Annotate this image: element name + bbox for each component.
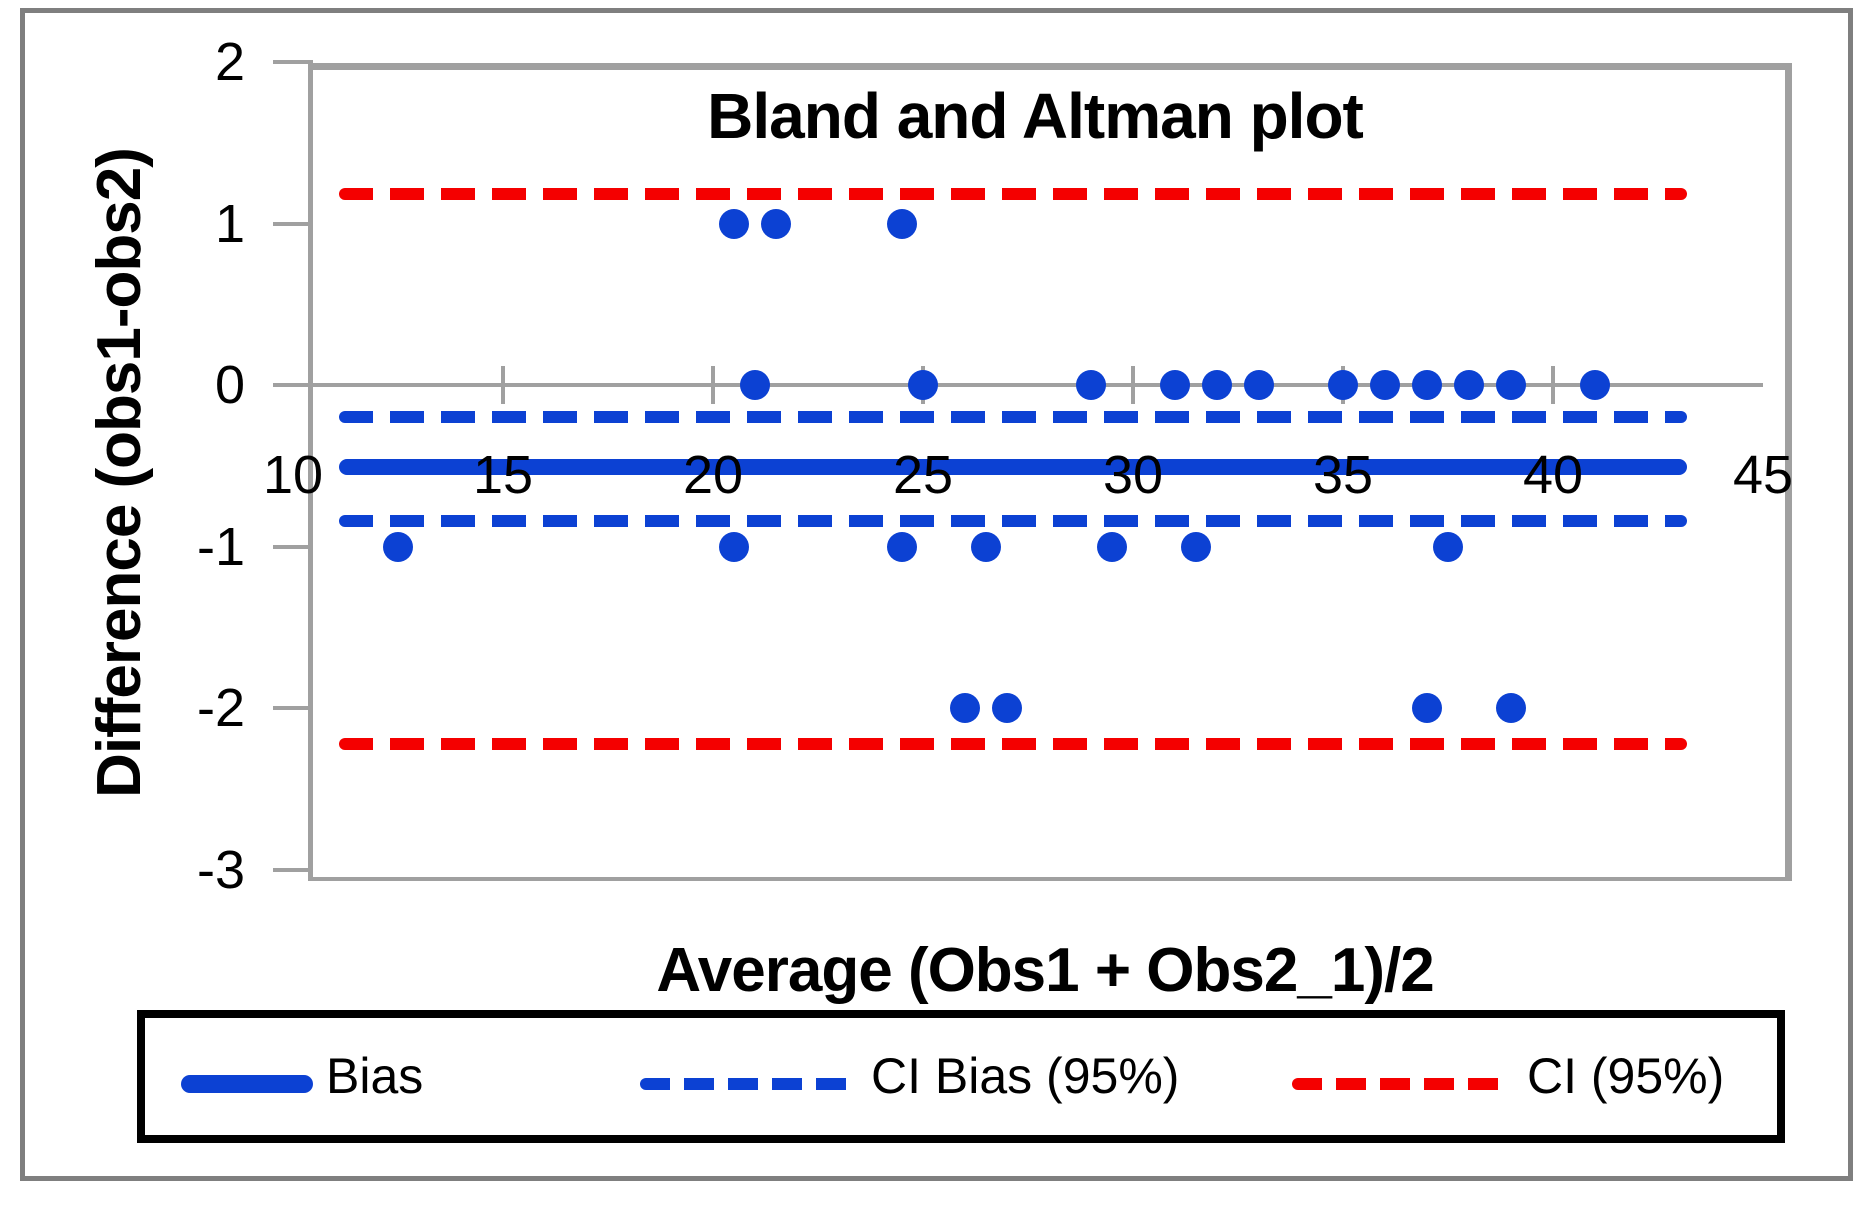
data-point [1244,370,1274,400]
data-point [740,370,770,400]
data-point [971,531,1001,562]
y-tick-label: 0 [214,355,245,415]
x-tick [711,366,715,404]
x-axis-title: Average (Obs1 + Obs2_1)/2 [656,936,1434,1005]
legend: Bias CI Bias (95%) CI (95%) [137,1010,1785,1143]
legend-bias-line-sample [181,1075,313,1093]
data-point [1202,370,1232,400]
data-point [1496,370,1526,400]
y-tick [273,867,313,872]
legend-ci-line-sample [1292,1078,1511,1090]
x-tick-label: 25 [892,445,954,505]
bias-line [339,459,1688,476]
legend-ci-bias-line-sample [640,1078,853,1090]
data-point [950,693,980,723]
chart-title: Bland and Altman plot [707,80,1364,152]
data-point [1496,693,1526,723]
y-tick [273,544,313,549]
x-tick-label: 35 [1312,445,1374,505]
data-point [1370,370,1400,400]
data-point [887,531,917,562]
data-point [1160,370,1190,400]
data-point [1328,370,1358,400]
ci-lower-line [339,737,1688,750]
x-tick [1551,366,1555,404]
figure-border: 2 1 0 -1 -2 -3 10 15 20 25 30 35 40 45 Bland and Altm… [20,8,1853,1181]
ci-upper-line [339,188,1688,201]
x-tick-label: 45 [1732,445,1794,505]
data-point [1412,693,1442,723]
y-tick [273,383,313,387]
data-point [1433,531,1463,562]
legend-bias-label: Bias [326,1048,424,1104]
ci-bias-upper-line [339,411,1688,424]
y-tick [273,60,313,64]
x-tick-label: 10 [262,445,324,505]
y-tick-label: -3 [196,839,245,900]
y-tick-label: 1 [214,193,245,254]
y-tick-label: 2 [214,32,245,92]
y-axis-title: Difference (obs1-obs2) [85,148,154,798]
data-point [1097,531,1127,562]
data-point [1580,370,1610,400]
x-tick [501,366,505,404]
legend-ci-label: CI (95%) [1527,1048,1725,1104]
data-point [761,208,791,239]
x-tick-label: 30 [1102,445,1164,505]
data-point [1412,370,1442,400]
data-point [992,693,1022,723]
zero-axis-line [293,383,1763,387]
data-point [1454,370,1484,400]
y-tick-label: -1 [196,516,245,577]
x-tick-label: 40 [1522,445,1584,505]
data-point [1076,370,1106,400]
x-tick-label: 15 [472,445,534,505]
data-point [719,208,749,239]
x-tick [1131,366,1135,404]
data-point [719,531,749,562]
ci-bias-lower-line [339,514,1688,527]
x-tick-label: 20 [682,445,744,505]
data-point [383,531,413,562]
data-point [887,208,917,239]
y-tick [273,221,313,226]
data-point [908,370,938,400]
chart-layer: 2 1 0 -1 -2 -3 10 15 20 25 30 35 40 45 [25,13,1858,1186]
legend-ci-bias-label: CI Bias (95%) [871,1048,1180,1104]
data-point [1181,531,1211,562]
plot-area [308,63,1792,881]
y-tick [273,706,313,710]
y-tick-label: -2 [196,678,245,738]
